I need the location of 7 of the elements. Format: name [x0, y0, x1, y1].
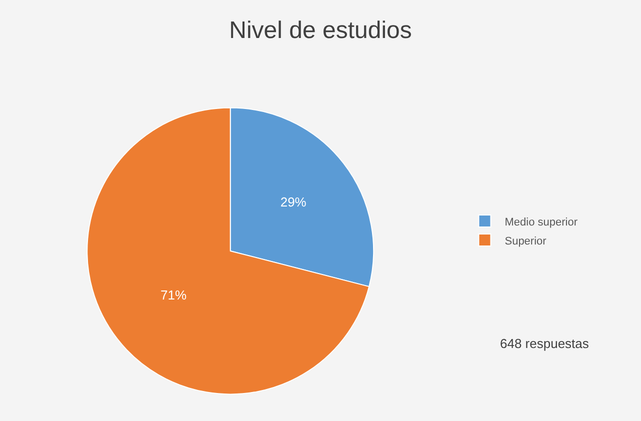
legend-label: Medio superior — [504, 216, 578, 228]
pie-slice — [86, 107, 370, 395]
legend-label: Superior — [504, 235, 547, 248]
data-label: 71% — [160, 287, 187, 302]
text: 648 respuestas — [500, 336, 590, 351]
chart-title: Nivel de estudios — [229, 16, 412, 44]
data-label: 29% — [280, 194, 307, 210]
